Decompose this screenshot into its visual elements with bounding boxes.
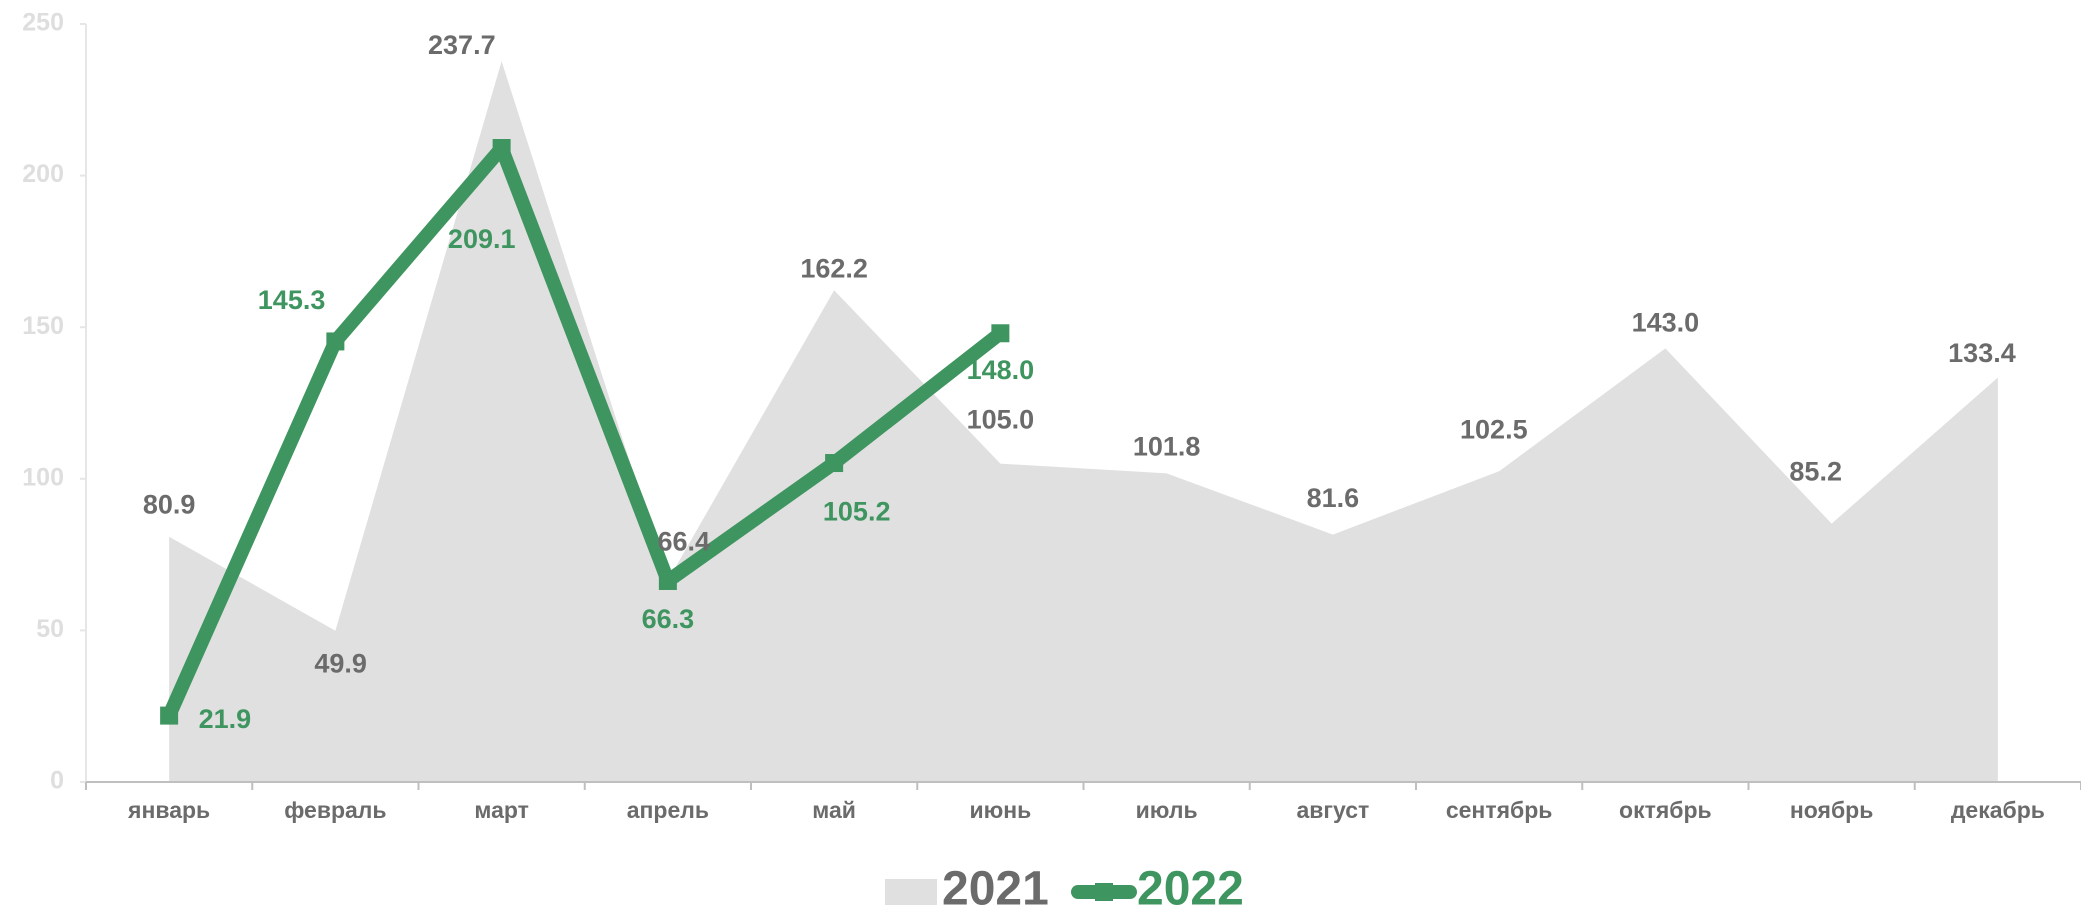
data-label: 162.2 [800, 253, 868, 283]
data-label: 148.0 [967, 355, 1035, 385]
marker [991, 324, 1010, 343]
x-tick-label: август [1296, 797, 1369, 823]
data-label: 102.5 [1460, 415, 1528, 445]
legend-swatch [885, 879, 937, 905]
data-label: 21.9 [199, 704, 252, 734]
legend-label: 2021 [942, 863, 1049, 910]
x-tick-label: январь [127, 797, 210, 823]
x-tick-label: март [474, 797, 529, 823]
x-tick-label: июнь [969, 797, 1031, 823]
data-label: 105.0 [967, 404, 1035, 434]
y-tick-label: 0 [50, 767, 64, 795]
legend-label: 2022 [1137, 863, 1244, 910]
data-label: 105.2 [823, 497, 891, 527]
data-label: 209.1 [448, 224, 516, 254]
marker [326, 332, 345, 351]
data-label: 145.3 [258, 285, 326, 315]
data-label: 133.4 [1948, 338, 2016, 368]
area [169, 61, 1998, 783]
x-tick-label: ноябрь [1790, 797, 1873, 823]
x-tick-label: декабрь [1951, 797, 2045, 823]
y-tick-label: 50 [36, 615, 64, 643]
x-tick-label: апрель [627, 797, 709, 823]
data-label: 66.3 [642, 604, 695, 634]
data-label: 66.4 [658, 527, 711, 557]
marker [160, 706, 179, 725]
y-tick-label: 250 [22, 9, 64, 37]
legend-swatch [1095, 883, 1113, 901]
y-tick-label: 200 [22, 160, 64, 188]
marker [658, 571, 677, 590]
x-tick-label: октябрь [1619, 797, 1712, 823]
data-label: 237.7 [428, 30, 496, 60]
x-tick-label: февраль [284, 797, 386, 823]
x-tick-label: май [812, 797, 856, 823]
data-label: 80.9 [143, 489, 196, 519]
data-label: 81.6 [1307, 483, 1360, 513]
data-label: 85.2 [1789, 456, 1842, 486]
data-label: 101.8 [1133, 431, 1201, 461]
y-tick-label: 150 [22, 312, 64, 340]
line [162, 141, 1005, 719]
y-tick-label: 100 [22, 463, 64, 491]
x-tick-label: сентябрь [1446, 797, 1553, 823]
marker [825, 454, 844, 473]
data-label: 143.0 [1632, 308, 1700, 338]
marker [492, 139, 511, 158]
x-tick-label: июль [1136, 797, 1198, 823]
data-label: 49.9 [314, 648, 367, 678]
